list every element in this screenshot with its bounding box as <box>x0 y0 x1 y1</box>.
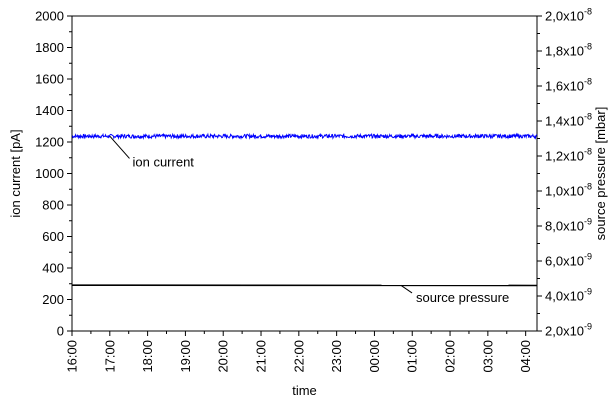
y-left-tick-label: 1400 <box>35 103 64 118</box>
x-tick-label: 19:00 <box>178 340 193 373</box>
x-tick-label: 02:00 <box>443 340 458 373</box>
y-right-tick-label: 6,0x10-9 <box>545 252 592 269</box>
annotation-layer: ion current source pressure <box>109 135 509 305</box>
y-left-tick-label: 800 <box>42 198 64 213</box>
source-pressure-annotation: source pressure <box>416 290 509 305</box>
y-right-tick-label: 1,6x10-8 <box>545 77 592 94</box>
x-tick-label: 23:00 <box>329 340 344 373</box>
ticks-layer: 0 200 400 600 800 1000 1200 1400 1600 1800 2000 2,0… <box>35 7 592 373</box>
y-right-tick-label: 2,0x10-8 <box>545 7 592 24</box>
x-tick-label: 16:00 <box>65 340 80 373</box>
x-tick-label: 00:00 <box>367 340 382 373</box>
y-left-tick-label: 400 <box>42 261 64 276</box>
x-tick-label: 22:00 <box>291 340 306 373</box>
y-right-tick-label: 1,4x10-8 <box>545 112 592 129</box>
series-layer <box>71 132 538 287</box>
y-right-tick-label: 8,0x10-9 <box>545 217 592 234</box>
y-right-tick-label: 1,2x10-8 <box>545 147 592 164</box>
x-tick-label: 03:00 <box>480 340 495 373</box>
y-left-tick-label: 1200 <box>35 135 64 150</box>
y-left-tick-label: 600 <box>42 229 64 244</box>
y-left-tick-label: 1600 <box>35 72 64 87</box>
x-tick-label: 04:00 <box>518 340 533 373</box>
y-left-tick-label: 1800 <box>35 40 64 55</box>
x-axis-title: time <box>292 383 317 396</box>
y-axis-left-title: ion current [pA] <box>8 129 23 217</box>
y-left-tick-label: 0 <box>57 324 64 339</box>
y-right-tick-label: 2,0x10-9 <box>545 322 592 339</box>
ion-current-annotation: ion current <box>132 154 194 169</box>
x-tick-label: 01:00 <box>405 340 420 373</box>
x-tick-label: 17:00 <box>102 340 117 373</box>
x-tick-label: 18:00 <box>140 340 155 373</box>
ion-current-leader <box>109 135 130 159</box>
plot-frame <box>71 15 538 332</box>
x-tick-label: 20:00 <box>216 340 231 373</box>
y-left-tick-label: 2000 <box>35 9 64 24</box>
source-pressure-leader <box>400 284 413 294</box>
series-ion-current <box>71 132 538 141</box>
y-right-tick-label: 1,0x10-8 <box>545 182 592 199</box>
x-tick-label: 21:00 <box>254 340 269 373</box>
y-left-tick-label: 200 <box>42 292 64 307</box>
y-right-tick-label: 1,8x10-8 <box>545 42 592 59</box>
y-axis-right-title: source pressure [mbar] <box>593 107 608 241</box>
plot-border <box>71 15 538 332</box>
y-left-tick-label: 1000 <box>35 166 64 181</box>
y-right-tick-label: 4,0x10-9 <box>545 287 592 304</box>
